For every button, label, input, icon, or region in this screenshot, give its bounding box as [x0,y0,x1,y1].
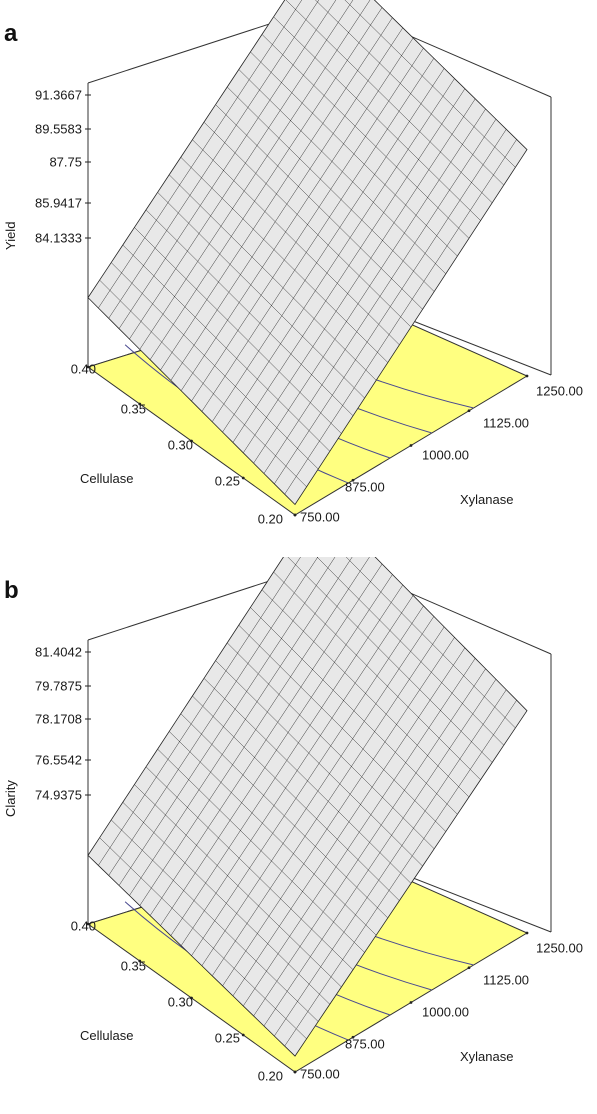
mesh-line [203,678,412,884]
mesh-line [215,660,423,867]
mesh-line [160,574,393,926]
y-tick-label: 875.00 [345,1036,385,1052]
mesh-line [108,557,319,876]
x-tick-label: 0.35 [120,958,146,974]
mesh-line [108,0,320,319]
z-tick-label: 81.4042 [35,644,82,660]
x-tick [241,476,245,480]
z-axis-title-a: Yield [3,221,18,250]
y-tick [351,1035,355,1039]
x-tick [293,513,297,517]
mesh-line [250,51,458,257]
x-tick-label: 0.20 [257,511,283,527]
mesh-line [315,0,504,186]
y-tick-label: 750.00 [300,1066,340,1082]
z-tick-label: 74.9375 [35,787,82,803]
mesh-line [316,557,504,746]
z-tick-label: 79.7875 [35,678,82,694]
y-tick-label: 1000.00 [422,1004,469,1020]
y-axis-title-b: Xylanase [460,1049,514,1064]
z-tick-label: 91.3667 [35,87,82,103]
y-tick [525,374,529,378]
mesh-line [149,7,383,360]
x-tick [190,439,193,443]
x-tick-label: 0.35 [120,401,146,417]
y-axis-title-a: Xylanase [460,492,514,507]
z-axis-title-b: Clarity [3,780,18,817]
x-tick [293,1070,297,1074]
y-tick-label: 1125.00 [483,972,530,988]
mesh-line [160,17,393,371]
chart-panel-b: b Clarity 81.4042 79.7875 78.1708 76.554… [0,557,597,1114]
z-tick-label: 89.5583 [35,121,82,137]
z-tick-label: 85.9417 [35,195,82,211]
chart-panel-a: a Yield 91.3667 89.5583 87.75 85.9417 84… [3,0,583,527]
mesh-line [285,0,493,204]
mesh-line [139,557,370,906]
mesh-line [261,34,470,239]
mesh-line [170,27,404,381]
mesh-line [118,557,336,886]
x-tick-label: 0.30 [167,994,193,1010]
z-tick-label: 78.1708 [35,711,82,727]
mesh-line [287,557,493,763]
surface-plot-a [85,0,552,517]
mesh-line [129,557,353,896]
y-tick [409,1001,413,1004]
mesh-line [273,16,481,221]
x-tick [138,402,142,406]
y-tick-label: 1125.00 [483,415,530,431]
y-tick [351,478,355,482]
mesh-line [139,0,371,350]
y-tick [409,444,413,447]
y-tick-label: 1000.00 [422,447,469,463]
y-tick-label: 875.00 [345,479,385,495]
mesh-line [215,104,423,310]
z-tick-label: 76.5542 [35,752,82,768]
x-tick [241,1033,245,1037]
mesh-line [203,121,412,328]
mesh-line [227,642,435,850]
y-tick-label: 750.00 [300,509,340,525]
x-tick-label: 0.40 [70,361,96,377]
x-axis-title-a: Cellulase [80,471,134,486]
mesh-line [98,557,301,866]
surface-plot-b [85,557,552,1074]
mesh-line [250,607,458,815]
y-tick-label: 1250.00 [536,383,583,399]
z-tick-label: 87.75 [49,154,82,170]
mesh-line [170,584,404,936]
panel-letter-a: a [4,20,18,47]
mesh-line [238,69,446,274]
mesh-line [180,37,414,391]
mesh-line [149,563,383,916]
mesh-line [98,0,303,309]
x-tick [138,959,142,963]
x-tick-label: 0.40 [70,918,96,934]
x-axis-title-b: Cellulase [80,1028,134,1043]
x-tick [86,922,90,926]
mesh-line [227,86,435,292]
x-tick-label: 0.25 [214,1030,240,1046]
x-tick-label: 0.20 [257,1068,283,1084]
mesh-line [344,0,516,168]
panel-letter-b: b [4,577,19,604]
mesh-line [129,0,354,340]
x-tick [86,365,90,369]
z-tick-label: 84.1333 [35,230,82,246]
x-tick-label: 0.25 [214,473,240,489]
x-tick-label: 0.30 [167,437,193,453]
mesh-line [345,557,516,729]
mesh-line [261,589,470,798]
mesh-line [180,595,414,946]
y-tick [467,409,471,413]
y-tick [467,966,471,970]
y-tick [525,931,529,935]
mesh-line [238,624,446,832]
mesh-line [118,0,337,329]
mesh-line [273,571,481,780]
y-tick-label: 1250.00 [536,940,583,956]
x-tick [190,996,193,1000]
